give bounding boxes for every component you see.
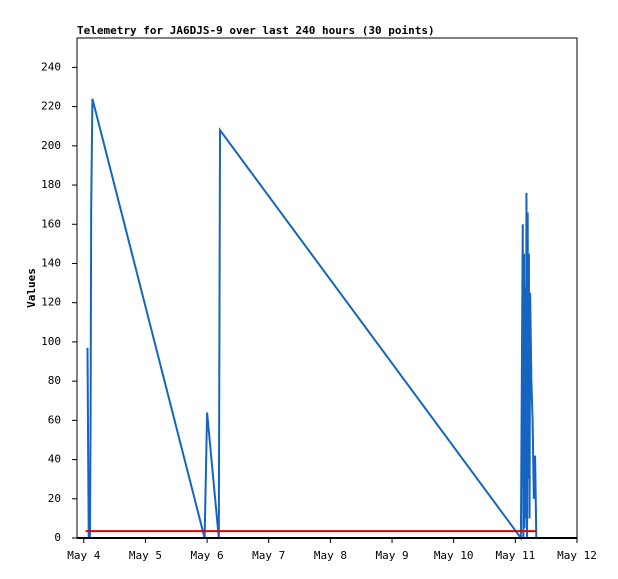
y-tick-label: 200: [41, 139, 61, 152]
x-tick-label: May 7: [252, 549, 285, 562]
y-tick-label: 100: [41, 335, 61, 348]
x-tick-label: May 6: [191, 549, 224, 562]
x-tick-label: May 5: [129, 549, 162, 562]
x-tick-label: May 11: [495, 549, 535, 562]
x-tick-label: May 10: [434, 549, 474, 562]
y-tick-label: 140: [41, 256, 61, 269]
x-tick-label: May 9: [375, 549, 408, 562]
y-tick-label: 80: [48, 374, 61, 387]
y-axis-label: Values: [25, 268, 38, 308]
series-line: [86, 98, 538, 542]
x-tick-label: May 12: [557, 549, 597, 562]
y-tick-label: 120: [41, 296, 61, 309]
y-tick-label: 20: [48, 492, 61, 505]
x-tick-label: May 4: [67, 549, 100, 562]
y-tick-label: 240: [41, 60, 61, 73]
y-tick-label: 40: [48, 453, 61, 466]
chart-title: Telemetry for JA6DJS-9 over last 240 hou…: [77, 24, 435, 37]
x-tick-label: May 8: [314, 549, 347, 562]
y-tick-label: 220: [41, 100, 61, 113]
plot-frame: [76, 37, 578, 539]
y-tick-label: 0: [54, 531, 61, 544]
y-tick-label: 180: [41, 178, 61, 191]
y-tick-label: 60: [48, 413, 61, 426]
y-tick-label: 160: [41, 217, 61, 230]
